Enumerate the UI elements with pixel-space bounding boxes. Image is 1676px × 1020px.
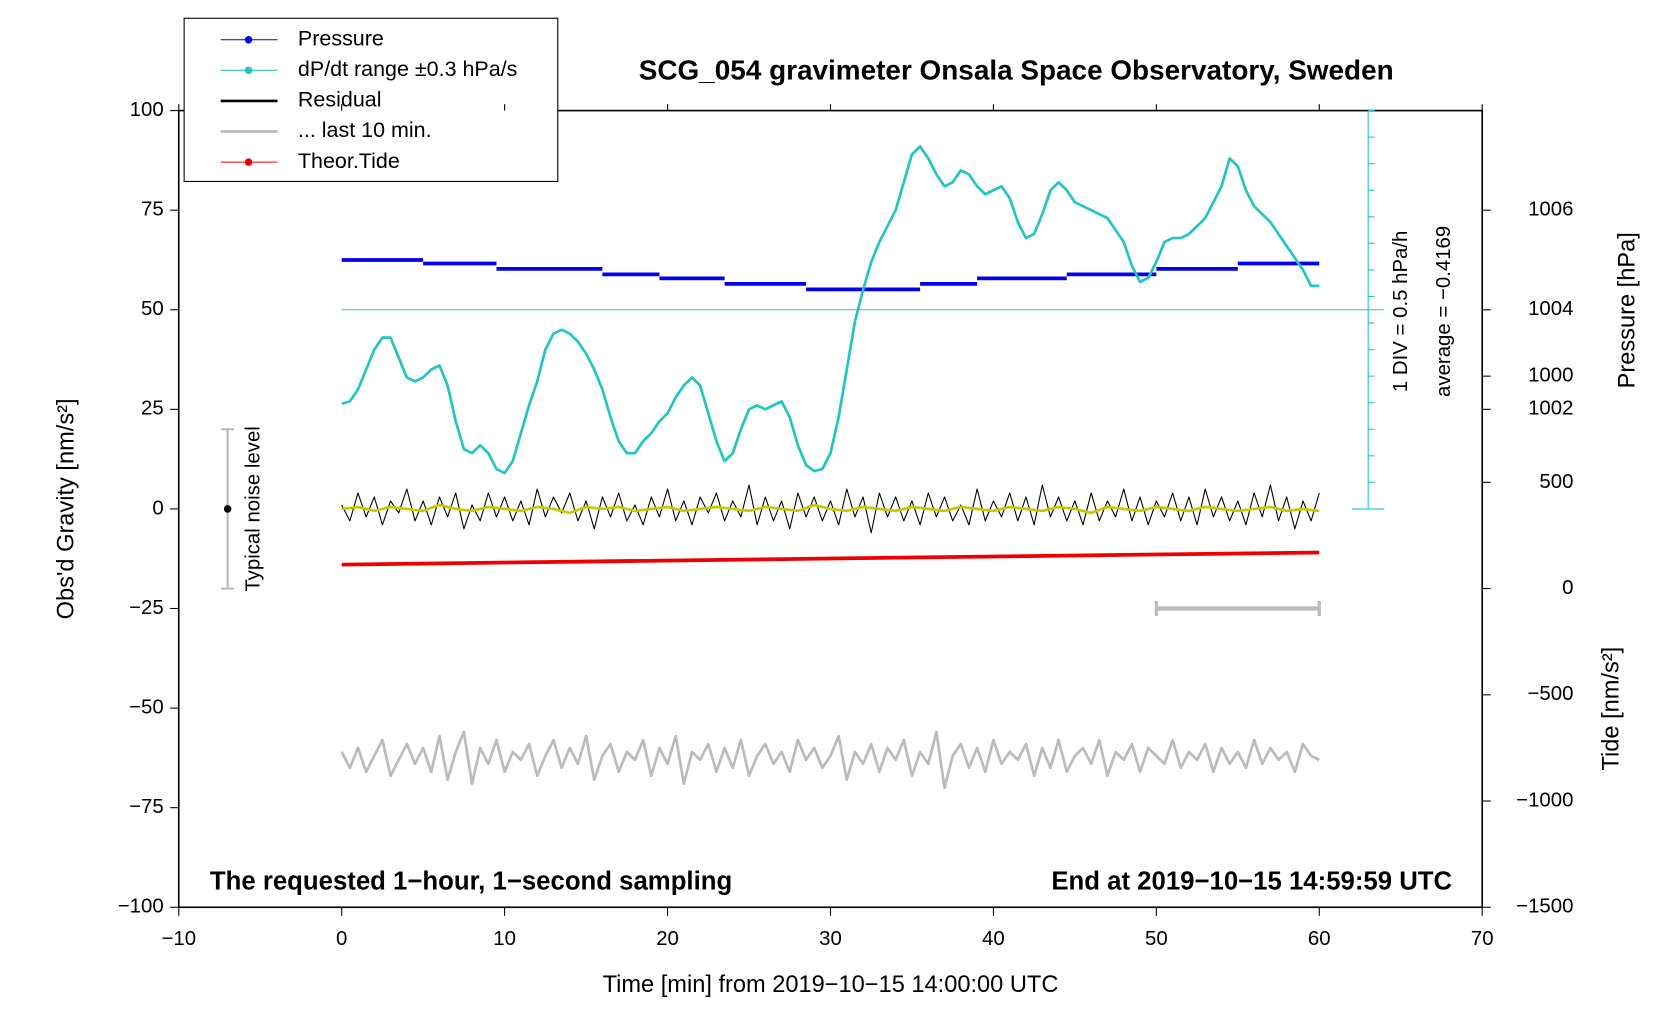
y2-tick-label: 1004 xyxy=(1528,298,1573,320)
y-tick-label: 100 xyxy=(130,99,164,121)
y3-tick-label: −1000 xyxy=(1516,789,1573,811)
y2-tick-label: 1002 xyxy=(1528,398,1573,420)
series-line xyxy=(341,503,1320,515)
legend-marker xyxy=(244,158,253,166)
series-line xyxy=(341,550,1320,567)
y3-tick-label: −500 xyxy=(1528,683,1574,705)
y-tick-label: −25 xyxy=(129,597,164,619)
y3-tick-label: 0 xyxy=(1562,577,1573,599)
chart-title: SCG_054 gravimeter Onsala Space Observat… xyxy=(639,54,1394,85)
y2-tick-label: 1006 xyxy=(1528,199,1573,221)
legend-label: Residual xyxy=(298,88,382,112)
y2-axis-label: Pressure [hPa] xyxy=(1614,232,1640,388)
x-tick-label: 50 xyxy=(1145,928,1168,950)
y-tick-label: −50 xyxy=(129,696,164,718)
noise-center xyxy=(223,505,232,513)
series-line xyxy=(341,484,1320,534)
annotation: End at 2019−10−15 14:59:59 UTC xyxy=(1051,867,1452,895)
legend: Pressure dP/dt range ±0.3 hPa/s Residual..… xyxy=(183,17,559,182)
y-tick-label: −100 xyxy=(118,896,164,918)
annotation: The requested 1−hour, 1−second sampling xyxy=(210,867,732,895)
y3-tick-label: 500 xyxy=(1539,471,1573,493)
average-label: average = −0.4169 xyxy=(1433,226,1455,397)
x-tick-label: 20 xyxy=(656,928,679,950)
y3-tick-label: −1500 xyxy=(1516,896,1573,918)
series-line xyxy=(341,145,1320,475)
x-tick-label: 0 xyxy=(336,928,347,950)
legend-label: Pressure xyxy=(298,26,384,50)
y-axis-label: Obs'd Gravity [nm/s²] xyxy=(53,398,79,619)
y-tick-label: 0 xyxy=(152,497,163,519)
noise-label: Typical noise level xyxy=(242,426,264,591)
legend-label: ... last 10 min. xyxy=(298,118,432,142)
y-tick-label: 25 xyxy=(141,398,164,420)
x-tick-label: 60 xyxy=(1308,928,1331,950)
scale-label: 1 DIV = 0.5 hPa/h xyxy=(1390,231,1412,393)
x-tick-label: 70 xyxy=(1471,928,1494,950)
legend-marker xyxy=(244,35,253,44)
legend-marker xyxy=(244,66,253,75)
y-tick-label: 50 xyxy=(141,298,164,320)
legend-label: Theor.Tide xyxy=(298,149,400,173)
y-tick-label: −75 xyxy=(129,796,164,818)
series-line xyxy=(340,730,1320,790)
x-tick-label: 30 xyxy=(819,928,842,950)
x-tick-label: −10 xyxy=(161,928,196,950)
x-tick-label: 40 xyxy=(982,928,1005,950)
legend-label: dP/dt range ±0.3 hPa/s xyxy=(298,57,517,81)
y-tick-label: 75 xyxy=(141,199,164,221)
y3-axis-label: Tide [nm/s²] xyxy=(1598,647,1624,771)
x-axis-label: Time [min] from 2019−10−15 14:00:00 UTC xyxy=(603,972,1059,998)
x-tick-label: 10 xyxy=(493,928,516,950)
y3-tick-label: 1000 xyxy=(1528,365,1573,387)
